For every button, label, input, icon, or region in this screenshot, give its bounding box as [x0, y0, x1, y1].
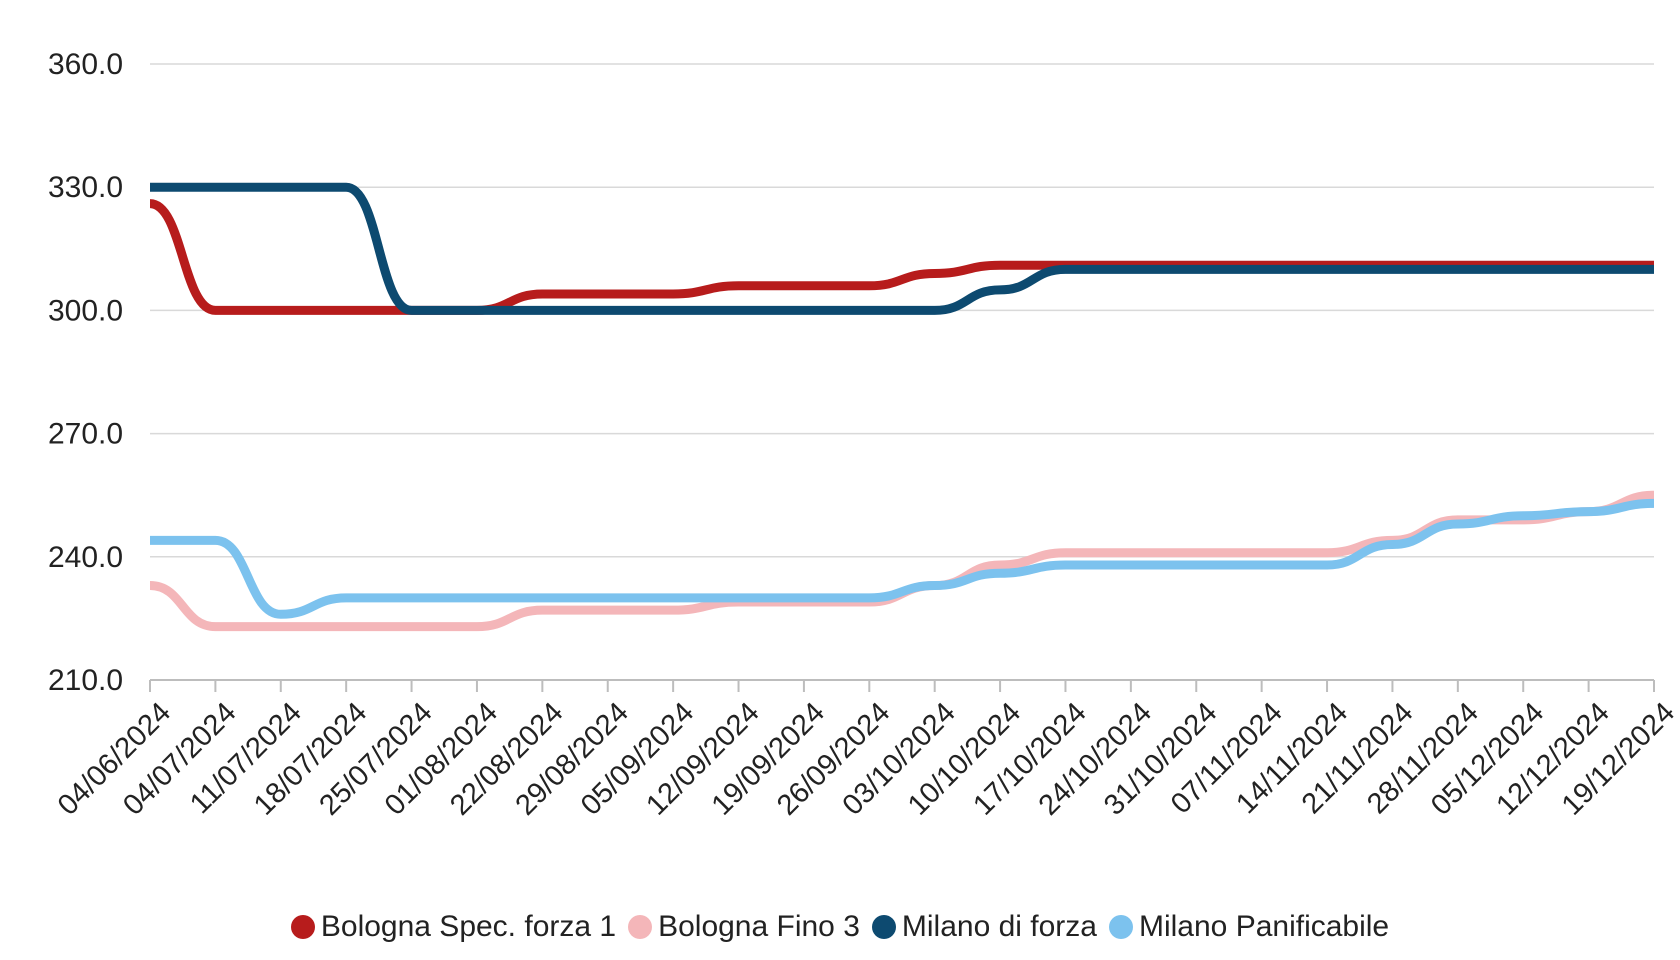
series-line-4 — [150, 498, 1655, 619]
legend-label: Bologna Fino 3 — [658, 910, 860, 943]
y-tick-label: 270.0 — [48, 418, 123, 451]
legend-label: Bologna Spec. forza 1 — [320, 910, 617, 943]
series-line-1 — [149, 199, 1654, 315]
y-tick-label: 210.0 — [48, 664, 123, 697]
legend-item-2: Bologna Fino 3 — [628, 910, 860, 944]
y-tick-label: 360.0 — [48, 48, 123, 81]
legend-item-3: Milano di forza — [871, 910, 1097, 944]
y-tick-label: 240.0 — [48, 541, 123, 574]
legend-swatch — [290, 915, 315, 939]
series-lines — [149, 182, 1655, 632]
legend-swatch — [1108, 915, 1133, 939]
y-axis: 210.0 240.0 270.0 300.0 330.0 360.0 — [48, 48, 123, 697]
y-tick-label: 300.0 — [48, 294, 123, 327]
legend-item-4: Milano Panificabile — [1108, 910, 1390, 944]
legend-swatch — [628, 915, 653, 939]
legend-swatch — [871, 915, 896, 939]
legend-item-1: Bologna Spec. forza 1 — [290, 910, 617, 944]
legend-label: Milano Panificabile — [1138, 910, 1390, 943]
series-line-2 — [149, 490, 1655, 632]
x-axis: 04/06/202404/07/202411/07/202418/07/2024… — [52, 680, 1680, 822]
y-tick-label: 330.0 — [48, 171, 123, 204]
legend-label: Milano di forza — [901, 910, 1097, 943]
series-line-3 — [150, 182, 1654, 315]
legend: Bologna Spec. forza 1 Bologna Fino 3 Milan… — [0, 910, 1680, 944]
